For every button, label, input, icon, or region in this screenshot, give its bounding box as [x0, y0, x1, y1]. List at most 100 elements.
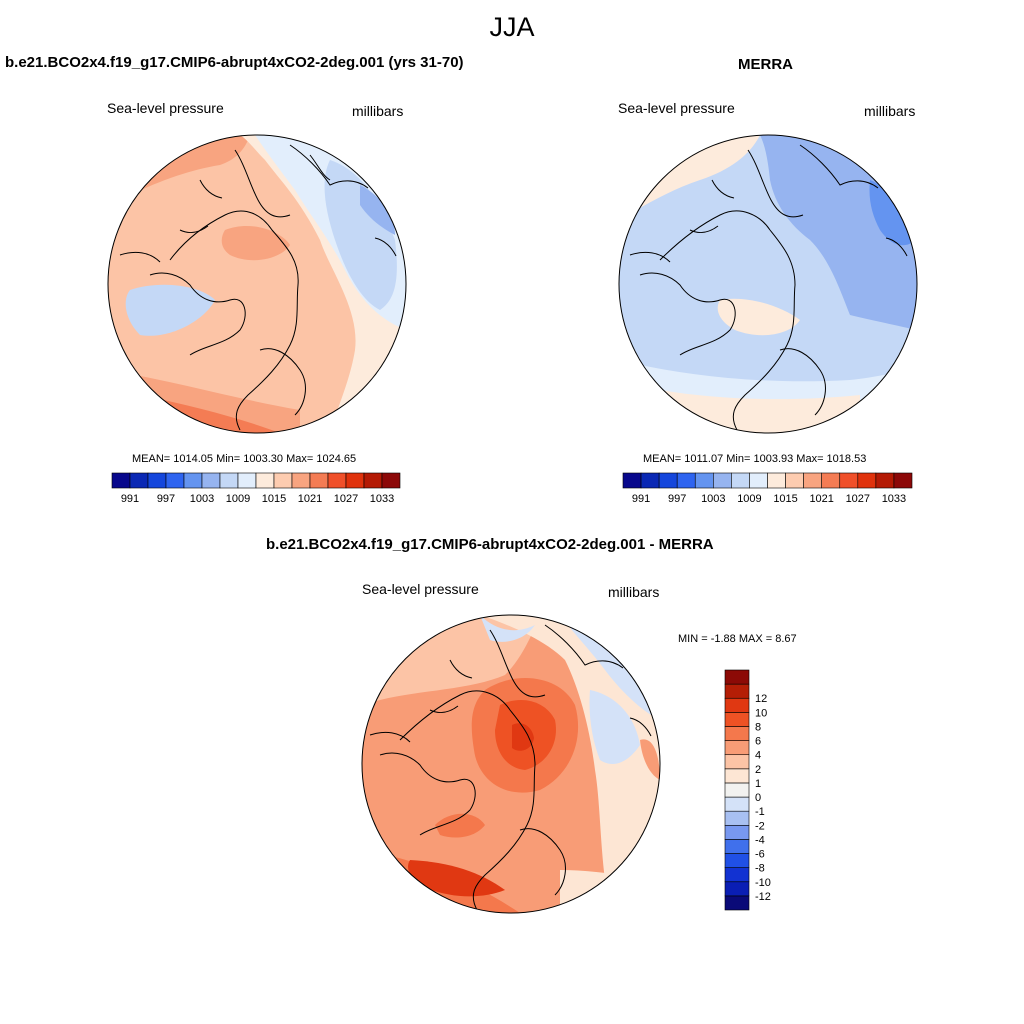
panel3-colorbar-tick-label: -12 [755, 891, 771, 903]
panel3-colorbar-tick-label: 8 [755, 721, 761, 733]
panel3-colorbar-swatch [724, 839, 750, 854]
panel2-colorbar-tick-label: 1027 [846, 493, 870, 505]
panel3-colorbar-swatch [724, 782, 750, 798]
panel3-colorbar-swatch [724, 754, 750, 770]
panel2-colorbar-swatch [839, 472, 859, 489]
panel1-colorbar-tick-label: 1015 [262, 493, 286, 505]
panel2-colorbar-swatch [893, 472, 913, 489]
panel2-colorbar-swatch [821, 472, 841, 489]
panel1-map [107, 134, 407, 434]
panel3-colorbar-tick-label: 1 [755, 778, 761, 790]
panel1-colorbar-swatch [165, 472, 185, 489]
panel3-colorbar-swatch [724, 796, 750, 812]
panel3-colorbar-swatch [724, 697, 750, 713]
panel2-stats: MEAN= 1011.07 Min= 1003.93 Max= 1018.53 [643, 453, 867, 465]
panel3-colorbar-swatch [724, 712, 750, 727]
panel2-colorbar-swatch [676, 472, 696, 489]
panel2-colorbar-swatch [785, 472, 804, 489]
panel3-colorbar-tick-label: -1 [755, 806, 765, 818]
panel3-colorbar-swatch [724, 669, 750, 685]
panel1-units-label: millibars [352, 103, 404, 119]
panel3-colorbar-swatch [724, 853, 750, 868]
panel2-colorbar-swatch [640, 472, 660, 489]
panel2-units-label: millibars [864, 103, 916, 119]
panel3-units-label: millibars [608, 584, 660, 600]
panel3-colorbar-swatch [724, 895, 750, 911]
panel2-colorbar-tick-label: 997 [668, 493, 686, 505]
panel3-colorbar-swatch [724, 867, 750, 883]
panel3-colorbar-swatch [724, 810, 750, 826]
panel3-colorbar-tick-label: -8 [755, 863, 765, 875]
panel3-colorbar-tick-label: 2 [755, 764, 761, 776]
panel2-title: MERRA [738, 56, 793, 73]
panel3-colorbar-tick-label: -6 [755, 849, 765, 861]
panel3-colorbar-swatch [724, 683, 750, 699]
panel1-colorbar-tick-label: 1027 [334, 493, 358, 505]
panel1-colorbar-swatch [147, 472, 167, 489]
panel2-map [618, 134, 918, 434]
panel1-colorbar-tick-label: 1033 [370, 493, 394, 505]
panel2-colorbar-swatch [731, 472, 750, 489]
panel2-colorbar-tick-label: 1003 [701, 493, 725, 505]
panel3-colorbar-tick-label: 12 [755, 693, 767, 705]
panel1-colorbar-swatch [111, 472, 131, 489]
panel2-colorbar: 991 997 1003 1009 1015 1021 1027 1033 [622, 472, 913, 505]
panel1-colorbar-swatch [291, 472, 311, 489]
panel1-colorbar-swatch [345, 472, 365, 489]
panel2-colorbar-swatch [749, 472, 768, 489]
panel2-colorbar-swatch [622, 472, 642, 489]
panel1-colorbar-swatch [327, 472, 347, 489]
panel2-variable-label: Sea-level pressure [618, 100, 735, 116]
panel1-colorbar-swatch [129, 472, 149, 489]
panel3-colorbar-tick-label: -2 [755, 820, 765, 832]
panel1-colorbar-tick-label: 997 [157, 493, 175, 505]
panel1-colorbar-swatch [363, 472, 383, 489]
panel2-colorbar-swatch [857, 472, 877, 489]
panel1-colorbar-swatch [381, 472, 401, 489]
season-title: JJA [489, 12, 535, 42]
panel2-colorbar-tick-label: 991 [632, 493, 650, 505]
panel1-title: b.e21.BCO2x4.f19_g17.CMIP6-abrupt4xCO2-2… [5, 54, 464, 71]
panel2-colorbar-tick-label: 1015 [773, 493, 797, 505]
panel3-colorbar-swatch [724, 824, 750, 840]
panel1-colorbar-tick-label: 1003 [190, 493, 214, 505]
panel3-map [361, 614, 661, 914]
panel3-colorbar-tick-label: -10 [755, 877, 771, 889]
panel1-colorbar-swatch [255, 472, 275, 489]
panel2-colorbar-swatch [803, 472, 822, 489]
panel3-title: b.e21.BCO2x4.f19_g17.CMIP6-abrupt4xCO2-2… [266, 536, 714, 553]
panel3-variable-label: Sea-level pressure [362, 581, 479, 597]
panel3-colorbar-tick-label: 0 [755, 792, 761, 804]
panel3-colorbar-swatch [724, 881, 750, 897]
panel1-colorbar-swatch [183, 472, 203, 489]
panel1-colorbar-swatch [219, 472, 239, 489]
panel1-colorbar-tick-label: 991 [121, 493, 139, 505]
panel1-colorbar: 991 997 1003 1009 1015 1021 1027 1033 [111, 472, 401, 505]
panel2-colorbar-tick-label: 1009 [737, 493, 761, 505]
panel3-minmax: MIN = -1.88 MAX = 8.67 [678, 633, 797, 645]
panel1-colorbar-swatch [237, 472, 257, 489]
panel1-variable-label: Sea-level pressure [107, 100, 224, 116]
panel3-colorbar-swatch [724, 726, 750, 741]
panel3-colorbar-swatch [724, 768, 750, 784]
panel3-colorbar-swatch [724, 740, 750, 756]
panel1-colorbar-tick-label: 1009 [226, 493, 250, 505]
panel2-colorbar-swatch [767, 472, 786, 489]
panel2-colorbar-swatch [658, 472, 678, 489]
panel2-colorbar-tick-label: 1021 [809, 493, 833, 505]
panel2-colorbar-swatch [713, 472, 732, 489]
panel1-colorbar-swatch [309, 472, 329, 489]
panel2-colorbar-swatch [694, 472, 714, 489]
panel1-colorbar-swatch [273, 472, 293, 489]
panel2-colorbar-swatch [875, 472, 895, 489]
panel1-colorbar-swatch [201, 472, 221, 489]
panel3-colorbar-tick-label: -4 [755, 834, 765, 846]
panel2-colorbar-tick-label: 1033 [882, 493, 906, 505]
panel3-colorbar-tick-label: 10 [755, 707, 767, 719]
panel3-colorbar-tick-label: 6 [755, 736, 761, 748]
panel1-stats: MEAN= 1014.05 Min= 1003.30 Max= 1024.65 [132, 453, 357, 465]
panel1-colorbar-tick-label: 1021 [298, 493, 322, 505]
panel3-colorbar-tick-label: 4 [755, 750, 761, 762]
